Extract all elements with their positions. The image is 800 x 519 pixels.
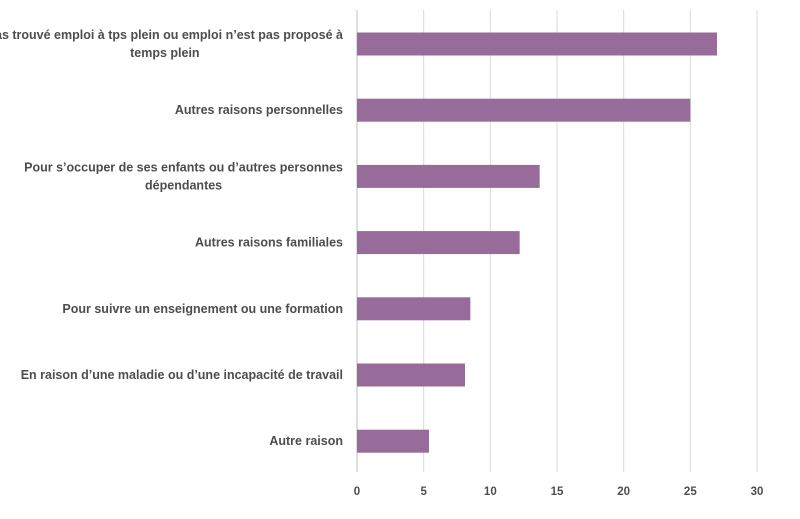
bar — [357, 98, 691, 122]
category-label: Autres raisons familiales — [195, 236, 343, 250]
category-label: Autres raisons personnelles — [175, 103, 343, 117]
x-tick-label: 25 — [684, 486, 697, 498]
bar — [357, 363, 465, 387]
x-axis-ticks: 0 5 10 15 20 25 30 — [354, 486, 764, 498]
x-tick-label: 5 — [420, 486, 427, 498]
bar — [357, 231, 520, 255]
category-label: En raison d’une maladie ou d’une incapac… — [21, 368, 343, 382]
x-tick-label: 0 — [354, 486, 360, 498]
bar — [357, 297, 471, 321]
category-label: Pour s’occuper de ses enfants ou d’autre… — [24, 160, 343, 174]
bar — [357, 164, 540, 188]
category-label: Pour suivre un enseignement ou une forma… — [62, 302, 343, 316]
category-label: temps plein — [130, 46, 199, 60]
x-tick-label: 30 — [751, 486, 764, 498]
category-label: Pas trouvé emploi à tps plein ou emploi … — [0, 28, 343, 42]
x-tick-label: 15 — [551, 486, 564, 498]
bar — [357, 32, 717, 56]
bar — [357, 429, 429, 453]
bars — [357, 32, 717, 453]
x-tick-label: 10 — [484, 486, 497, 498]
x-tick-label: 20 — [617, 486, 630, 498]
category-label: Autre raison — [269, 434, 343, 448]
category-label: dépendantes — [145, 178, 222, 192]
category-labels: Pas trouvé emploi à tps plein ou emploi … — [0, 28, 343, 448]
